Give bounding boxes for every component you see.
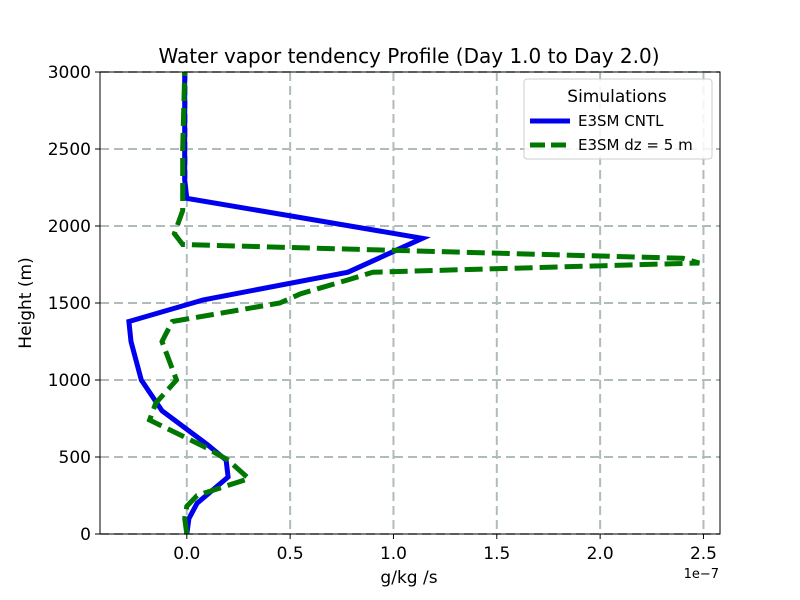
y-axis: 0 500 1000 1500 2000 2500 3000: [48, 63, 100, 545]
series-layer: [126, 71, 700, 535]
legend-box: [523, 78, 713, 160]
y-tick-label: 2000: [48, 217, 91, 237]
x-tick-label: 1.5: [483, 544, 510, 564]
x-tick-label: 0.0: [173, 544, 200, 564]
y-tick-label: 3000: [48, 63, 91, 83]
x-axis-offset-label: 1e−7: [684, 567, 719, 582]
series-line-0: [126, 72, 431, 535]
y-tick-label: 1000: [48, 371, 91, 391]
x-axis: 0.0 0.5 1.0 1.5 2.0 2.5: [173, 534, 717, 564]
legend: Simulations E3SM CNTL E3SM dz = 5 m: [523, 78, 713, 160]
y-tick-label: 0: [80, 525, 91, 545]
x-tick-label: 2.0: [587, 544, 614, 564]
y-tick-label: 2500: [48, 140, 91, 160]
x-axis-label: g/kg /s: [380, 568, 437, 588]
chart-title: Water vapor tendency Profile (Day 1.0 to…: [158, 44, 659, 68]
y-tick-label: 500: [59, 448, 91, 468]
x-tick-label: 2.5: [690, 544, 717, 564]
series-line-1: [146, 71, 700, 535]
y-tick-label: 1500: [48, 294, 91, 314]
legend-label-cntl: E3SM CNTL: [578, 112, 664, 130]
y-axis-label: Height (m): [16, 257, 36, 348]
x-tick-label: 0.5: [277, 544, 304, 564]
legend-label-dz5: E3SM dz = 5 m: [578, 136, 693, 154]
legend-title: Simulations: [567, 87, 667, 107]
x-tick-label: 1.0: [380, 544, 407, 564]
